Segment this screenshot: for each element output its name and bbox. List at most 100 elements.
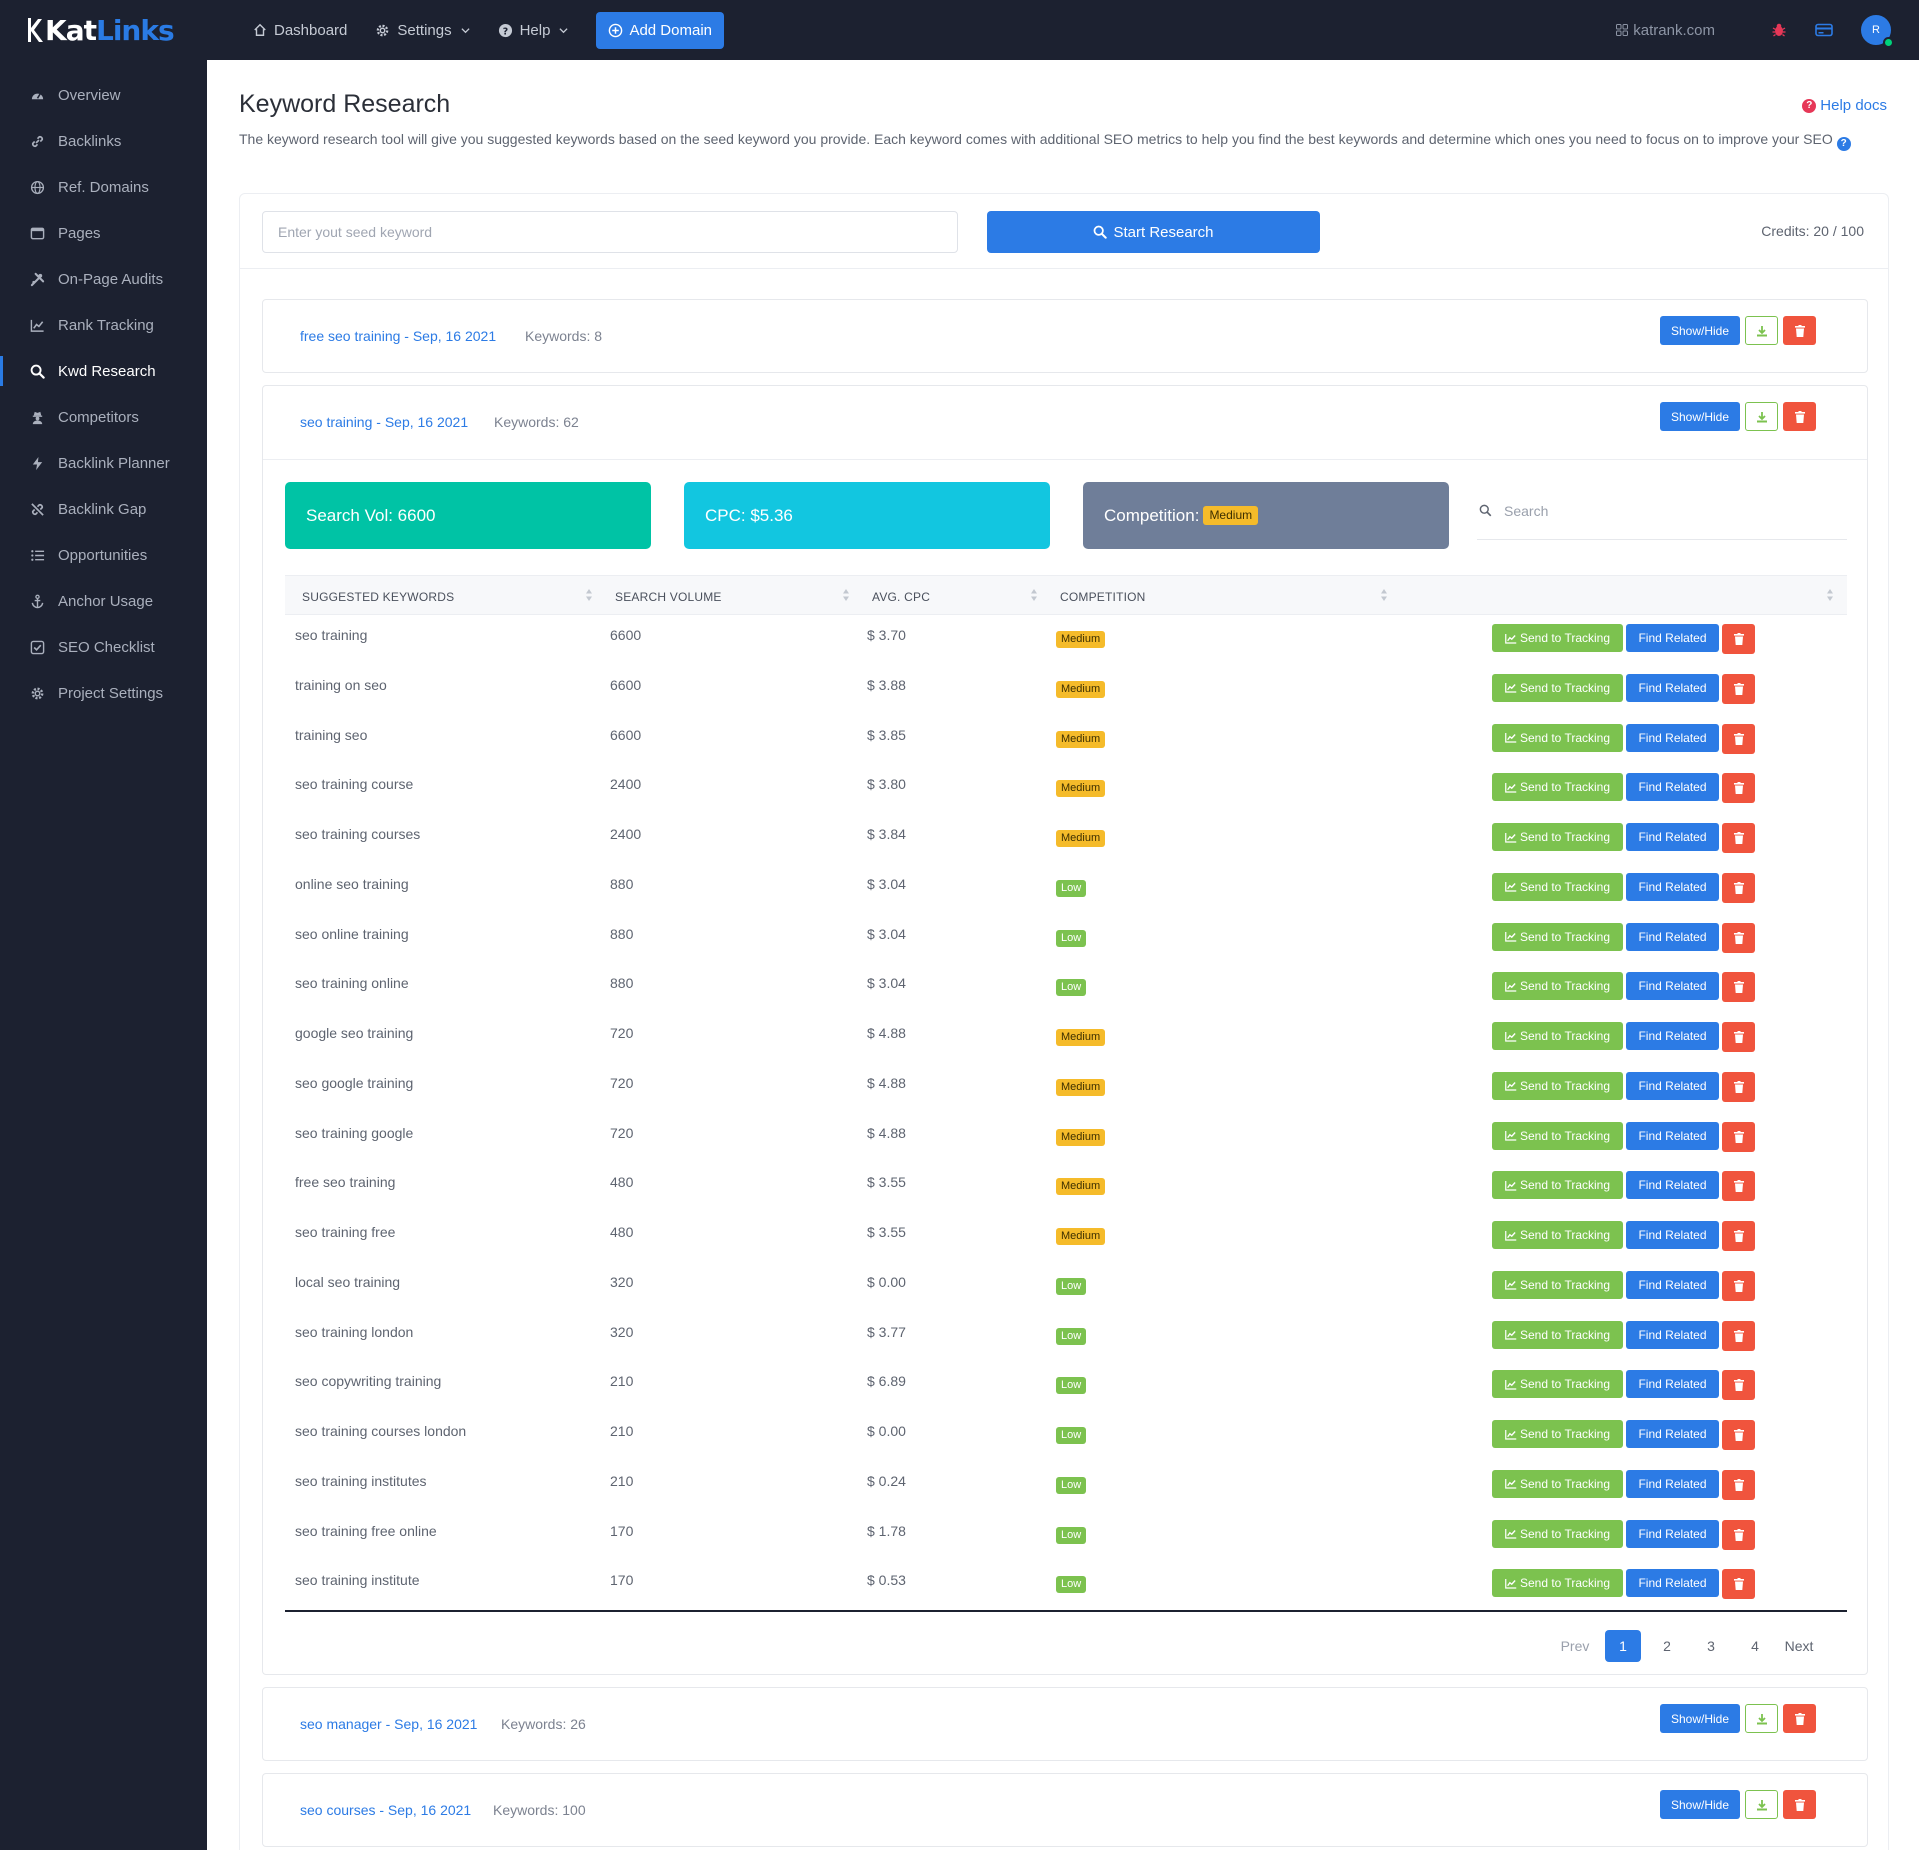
find-related-button[interactable]: Find Related	[1626, 723, 1719, 752]
send-to-tracking-button[interactable]: Send to Tracking	[1492, 823, 1623, 851]
add-domain-button[interactable]: Add Domain	[596, 11, 724, 49]
delete-keyword-button[interactable]	[1722, 1370, 1755, 1401]
find-related-button[interactable]: Find Related	[1626, 1022, 1719, 1050]
send-to-tracking-button[interactable]: Send to Tracking	[1492, 1469, 1623, 1498]
pagination-next[interactable]: Next	[1784, 1638, 1814, 1654]
find-related-button[interactable]: Find Related	[1626, 773, 1719, 802]
pagination-page[interactable]: 4	[1751, 1638, 1759, 1654]
pagination-prev[interactable]: Prev	[1560, 1638, 1590, 1654]
logo[interactable]: KatLinks	[0, 0, 207, 60]
sort-icon[interactable]	[1380, 588, 1388, 602]
sidebar-item-seo-checklist[interactable]: SEO Checklist	[0, 624, 207, 670]
delete-keyword-button[interactable]	[1722, 1022, 1755, 1052]
find-related-button[interactable]: Find Related	[1626, 1370, 1719, 1399]
sort-icon[interactable]	[1826, 588, 1834, 602]
send-to-tracking-button[interactable]: Send to Tracking	[1492, 922, 1623, 951]
sidebar-item-rank-tracking[interactable]: Rank Tracking	[0, 302, 207, 348]
research-title-link[interactable]: free seo training - Sep, 16 2021	[300, 328, 497, 344]
delete-research-button[interactable]	[1783, 1790, 1816, 1819]
seed-keyword-input[interactable]	[262, 211, 958, 253]
delete-keyword-button[interactable]	[1722, 773, 1755, 804]
find-related-button[interactable]: Find Related	[1626, 972, 1719, 1001]
sidebar-item-backlinks[interactable]: Backlinks	[0, 118, 207, 164]
show-hide-button[interactable]: Show/Hide	[1659, 316, 1740, 345]
delete-keyword-button[interactable]	[1722, 723, 1755, 754]
delete-keyword-button[interactable]	[1722, 673, 1755, 704]
user-avatar[interactable]: R	[1859, 13, 1894, 48]
delete-keyword-button[interactable]	[1722, 1121, 1755, 1152]
find-related-button[interactable]: Find Related	[1626, 1569, 1719, 1598]
col-header-competition[interactable]: COMPETITION	[1060, 590, 1146, 604]
sort-icon[interactable]	[842, 588, 850, 602]
delete-keyword-button[interactable]	[1722, 1171, 1755, 1202]
show-hide-button[interactable]: Show/Hide	[1659, 402, 1740, 431]
send-to-tracking-button[interactable]: Send to Tracking	[1492, 1569, 1623, 1598]
find-related-button[interactable]: Find Related	[1626, 823, 1719, 851]
sidebar-item-opportunities[interactable]: Opportunities	[0, 532, 207, 578]
send-to-tracking-button[interactable]: Send to Tracking	[1492, 624, 1623, 652]
delete-keyword-button[interactable]	[1722, 1071, 1755, 1102]
billing-button[interactable]	[1815, 23, 1833, 37]
sort-icon[interactable]	[1030, 588, 1038, 602]
sidebar-item-backlink-gap[interactable]: Backlink Gap	[0, 486, 207, 532]
table-search-input[interactable]	[1504, 502, 1804, 519]
bug-report-button[interactable]	[1771, 22, 1787, 38]
download-button[interactable]	[1745, 316, 1778, 345]
send-to-tracking-button[interactable]: Send to Tracking	[1492, 1022, 1623, 1050]
find-related-button[interactable]: Find Related	[1626, 1519, 1719, 1548]
send-to-tracking-button[interactable]: Send to Tracking	[1492, 1370, 1623, 1399]
nav-help-dropdown[interactable]: ? Help	[498, 22, 569, 39]
show-hide-button[interactable]: Show/Hide	[1659, 1790, 1740, 1819]
sidebar-item-on-page-audits[interactable]: On-Page Audits	[0, 256, 207, 302]
find-related-button[interactable]: Find Related	[1626, 673, 1719, 702]
sidebar-item-project-settings[interactable]: Project Settings	[0, 670, 207, 716]
send-to-tracking-button[interactable]: Send to Tracking	[1492, 1121, 1623, 1150]
find-related-button[interactable]: Find Related	[1626, 1469, 1719, 1498]
find-related-button[interactable]: Find Related	[1626, 1320, 1719, 1349]
delete-keyword-button[interactable]	[1722, 922, 1755, 953]
start-research-button[interactable]: Start Research	[987, 211, 1320, 253]
sidebar-item-pages[interactable]: Pages	[0, 210, 207, 256]
download-button[interactable]	[1745, 1790, 1778, 1819]
sidebar-item-competitors[interactable]: Competitors	[0, 394, 207, 440]
find-related-button[interactable]: Find Related	[1626, 1171, 1719, 1200]
find-related-button[interactable]: Find Related	[1626, 1121, 1719, 1150]
col-header-keyword[interactable]: SUGGESTED KEYWORDS	[302, 590, 455, 604]
show-hide-button[interactable]: Show/Hide	[1659, 1704, 1740, 1733]
pagination-page[interactable]: 1	[1605, 1630, 1641, 1662]
send-to-tracking-button[interactable]: Send to Tracking	[1492, 1071, 1623, 1100]
send-to-tracking-button[interactable]: Send to Tracking	[1492, 1420, 1623, 1448]
delete-keyword-button[interactable]	[1722, 972, 1755, 1003]
send-to-tracking-button[interactable]: Send to Tracking	[1492, 773, 1623, 802]
nav-settings-dropdown[interactable]: Settings	[375, 22, 470, 39]
sidebar-item-anchor-usage[interactable]: Anchor Usage	[0, 578, 207, 624]
find-related-button[interactable]: Find Related	[1626, 1420, 1719, 1448]
delete-keyword-button[interactable]	[1722, 1320, 1755, 1351]
download-button[interactable]	[1745, 402, 1778, 431]
delete-keyword-button[interactable]	[1722, 1469, 1755, 1500]
col-header-cpc[interactable]: AVG. CPC	[872, 590, 931, 604]
sidebar-item-kwd-research[interactable]: Kwd Research	[0, 348, 207, 394]
sidebar-item-backlink-planner[interactable]: Backlink Planner	[0, 440, 207, 486]
send-to-tracking-button[interactable]: Send to Tracking	[1492, 872, 1623, 901]
pagination-page[interactable]: 3	[1707, 1638, 1715, 1654]
send-to-tracking-button[interactable]: Send to Tracking	[1492, 673, 1623, 702]
sort-icon[interactable]	[585, 588, 593, 602]
delete-research-button[interactable]	[1783, 316, 1816, 345]
delete-keyword-button[interactable]	[1722, 1420, 1755, 1450]
download-button[interactable]	[1745, 1704, 1778, 1733]
pagination-page[interactable]: 2	[1663, 1638, 1671, 1654]
find-related-button[interactable]: Find Related	[1626, 922, 1719, 951]
find-related-button[interactable]: Find Related	[1626, 1071, 1719, 1100]
delete-keyword-button[interactable]	[1722, 1221, 1755, 1251]
current-domain[interactable]: katrank.com	[1616, 22, 1715, 39]
nav-dashboard[interactable]: Dashboard	[253, 22, 347, 39]
delete-research-button[interactable]	[1783, 1704, 1816, 1733]
send-to-tracking-button[interactable]: Send to Tracking	[1492, 972, 1623, 1001]
send-to-tracking-button[interactable]: Send to Tracking	[1492, 723, 1623, 752]
delete-keyword-button[interactable]	[1722, 1519, 1755, 1550]
find-related-button[interactable]: Find Related	[1626, 872, 1719, 901]
find-related-button[interactable]: Find Related	[1626, 624, 1719, 652]
find-related-button[interactable]: Find Related	[1626, 1221, 1719, 1249]
send-to-tracking-button[interactable]: Send to Tracking	[1492, 1171, 1623, 1200]
